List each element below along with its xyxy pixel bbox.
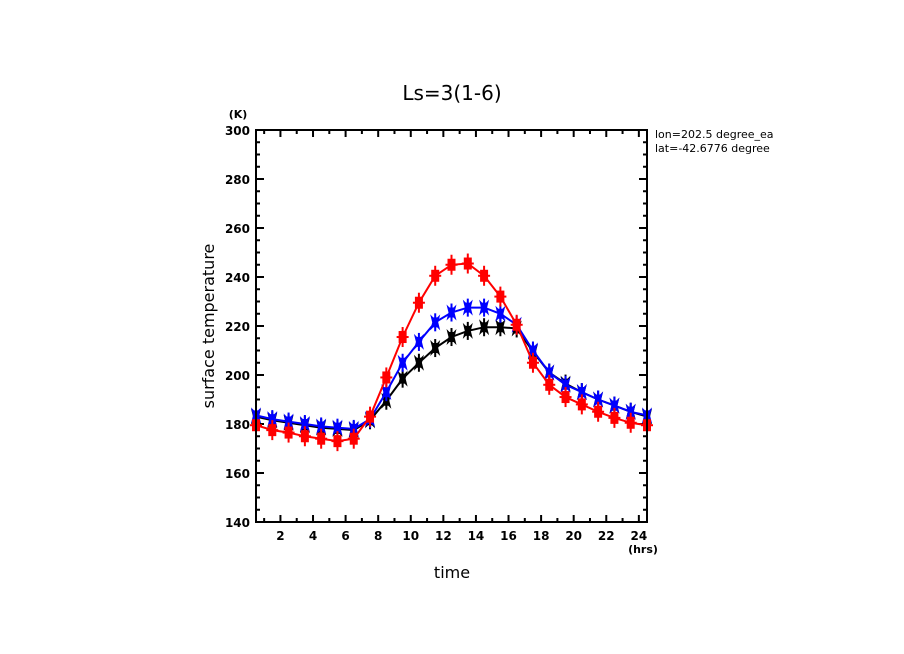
data-point-red — [592, 401, 605, 422]
data-point-blue — [430, 313, 441, 332]
series-red — [250, 253, 653, 452]
y-tick-label: 160 — [225, 467, 250, 481]
data-point-red — [624, 412, 637, 433]
data-point-black — [413, 353, 424, 372]
data-point-red — [608, 407, 621, 428]
y-tick-label: 180 — [225, 418, 250, 432]
annotation-lat: lat=-42.6776 degree — [655, 142, 770, 155]
y-tick-label: 200 — [225, 369, 250, 383]
data-point-red — [396, 327, 409, 348]
x-unit-label: (hrs) — [628, 543, 658, 556]
x-tick-label: 14 — [468, 529, 485, 543]
data-point-black — [462, 321, 473, 340]
data-point-red — [315, 428, 328, 449]
data-point-red — [380, 367, 393, 388]
data-point-red — [331, 431, 344, 452]
y-tick-label: 140 — [225, 516, 250, 530]
series-black — [251, 318, 652, 440]
data-point-blue — [446, 303, 457, 322]
annotation-lon: lon=202.5 degree_ea — [655, 128, 774, 141]
x-tick-label: 12 — [435, 529, 452, 543]
series-line-red — [255, 262, 648, 443]
data-point-blue — [479, 298, 490, 317]
data-point-red — [543, 374, 556, 395]
series-line-blue — [255, 306, 648, 430]
data-point-blue — [413, 332, 424, 351]
data-point-red — [510, 314, 523, 335]
y-tick-label: 300 — [225, 124, 250, 138]
data-point-black — [430, 339, 441, 358]
x-tick-label: 22 — [598, 529, 615, 543]
x-tick-label: 18 — [533, 529, 550, 543]
data-point-blue — [462, 298, 473, 317]
series-layer — [250, 253, 653, 452]
axes: 2 4 6 8 10 12 14 16 18 20 22 2414016018020022024026… — [225, 124, 647, 543]
y-tick-label: 260 — [225, 222, 250, 236]
x-tick-label: 8 — [374, 529, 382, 543]
data-point-red — [494, 286, 507, 307]
annotation-clip — [780, 125, 904, 160]
data-point-blue — [495, 304, 506, 323]
data-point-red — [559, 387, 572, 408]
x-tick-label: 4 — [309, 529, 317, 543]
y-tick-label: 220 — [225, 320, 250, 334]
series-blue — [251, 298, 652, 438]
x-tick-label: 20 — [565, 529, 582, 543]
y-axis-label: surface temperature — [199, 244, 218, 409]
data-point-red — [282, 422, 295, 443]
y-tick-label: 240 — [225, 271, 250, 285]
data-point-red — [298, 426, 311, 447]
data-point-red — [461, 253, 474, 274]
data-point-red — [526, 352, 539, 373]
y-unit-label: (K) — [229, 108, 248, 121]
data-point-red — [412, 292, 425, 313]
x-tick-label: 10 — [402, 529, 419, 543]
x-tick-label: 24 — [631, 529, 648, 543]
data-point-red — [364, 406, 377, 427]
x-tick-label: 16 — [500, 529, 517, 543]
data-point-red — [575, 394, 588, 415]
x-tick-label: 6 — [341, 529, 349, 543]
data-point-black — [446, 328, 457, 347]
data-point-red — [445, 254, 458, 275]
data-point-red — [347, 428, 360, 449]
x-axis-label: time — [434, 563, 470, 582]
x-tick-label: 2 — [276, 529, 284, 543]
y-tick-label: 280 — [225, 173, 250, 187]
data-point-red — [429, 265, 442, 286]
chart-title: Ls=3(1-6) — [402, 81, 501, 105]
data-point-blue — [397, 353, 408, 372]
data-point-red — [266, 420, 279, 441]
data-point-red — [478, 265, 491, 286]
data-point-black — [479, 318, 490, 337]
plot-frame — [255, 129, 648, 523]
data-point-black — [397, 369, 408, 388]
